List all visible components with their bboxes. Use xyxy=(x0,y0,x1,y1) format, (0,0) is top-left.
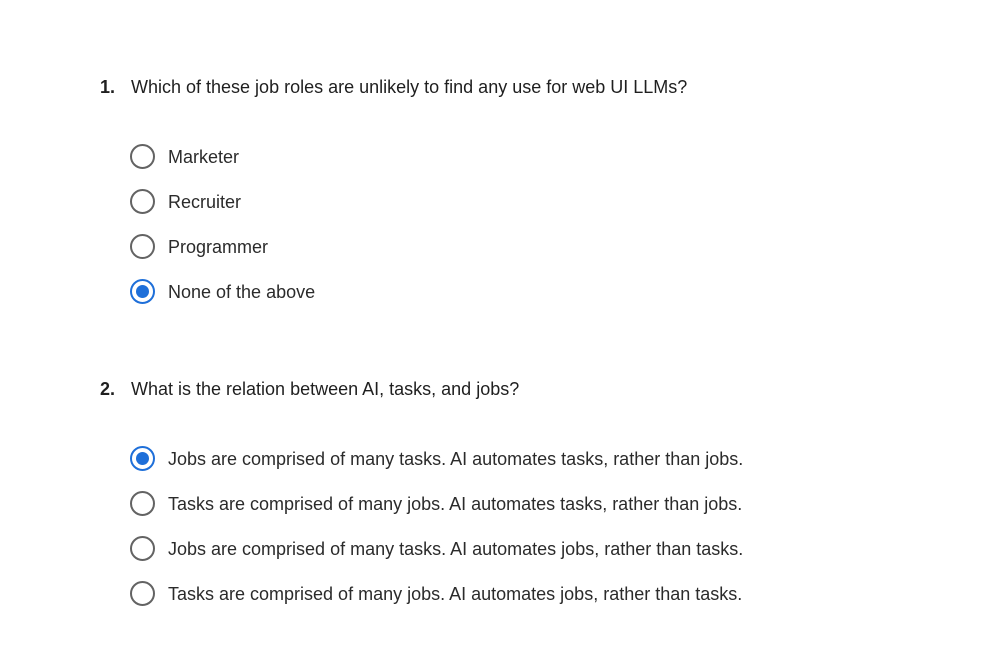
radio-button[interactable] xyxy=(130,234,155,259)
radio-button[interactable] xyxy=(130,581,155,606)
q1-option-marketer[interactable]: Marketer xyxy=(130,134,315,179)
option-label[interactable]: None of the above xyxy=(168,281,316,302)
q2-option-2[interactable]: Tasks are comprised of many jobs. AI aut… xyxy=(130,481,743,526)
question-2-number: 2. xyxy=(100,379,116,399)
option-label[interactable]: Tasks are comprised of many jobs. AI aut… xyxy=(168,493,743,514)
question-2-text: What is the relation between AI, tasks, … xyxy=(131,379,520,399)
question-2-options: Jobs are comprised of many tasks. AI aut… xyxy=(130,436,743,616)
option-label[interactable]: Programmer xyxy=(168,236,269,257)
question-1: 1. Which of these job roles are unlikely… xyxy=(100,74,960,304)
q2-option-4[interactable]: Tasks are comprised of many jobs. AI aut… xyxy=(130,571,743,616)
question-1-header: 1. Which of these job roles are unlikely… xyxy=(100,74,960,100)
q2-option-3[interactable]: Jobs are comprised of many tasks. AI aut… xyxy=(130,526,743,571)
option-label[interactable]: Tasks are comprised of many jobs. AI aut… xyxy=(168,583,743,604)
q1-option-none-of-the-above[interactable]: None of the above xyxy=(130,269,315,314)
q1-option-programmer[interactable]: Programmer xyxy=(130,224,315,269)
radio-button[interactable] xyxy=(130,536,155,561)
radio-button-selected[interactable] xyxy=(130,446,155,471)
question-2-header: 2. What is the relation between AI, task… xyxy=(100,376,960,402)
option-label[interactable]: Marketer xyxy=(168,146,240,167)
radio-button-selected[interactable] xyxy=(130,279,155,304)
radio-button[interactable] xyxy=(130,491,155,516)
option-label[interactable]: Jobs are comprised of many tasks. AI aut… xyxy=(168,538,744,559)
radio-button[interactable] xyxy=(130,144,155,169)
question-1-text: Which of these job roles are unlikely to… xyxy=(131,77,688,97)
question-1-number: 1. xyxy=(100,77,116,97)
q2-option-1[interactable]: Jobs are comprised of many tasks. AI aut… xyxy=(130,436,743,481)
question-1-options: Marketer Recruiter Programmer None of th… xyxy=(130,134,315,314)
option-label[interactable]: Jobs are comprised of many tasks. AI aut… xyxy=(168,448,744,469)
option-label[interactable]: Recruiter xyxy=(168,191,242,212)
question-2: 2. What is the relation between AI, task… xyxy=(100,376,960,606)
q1-option-recruiter[interactable]: Recruiter xyxy=(130,179,315,224)
radio-button[interactable] xyxy=(130,189,155,214)
